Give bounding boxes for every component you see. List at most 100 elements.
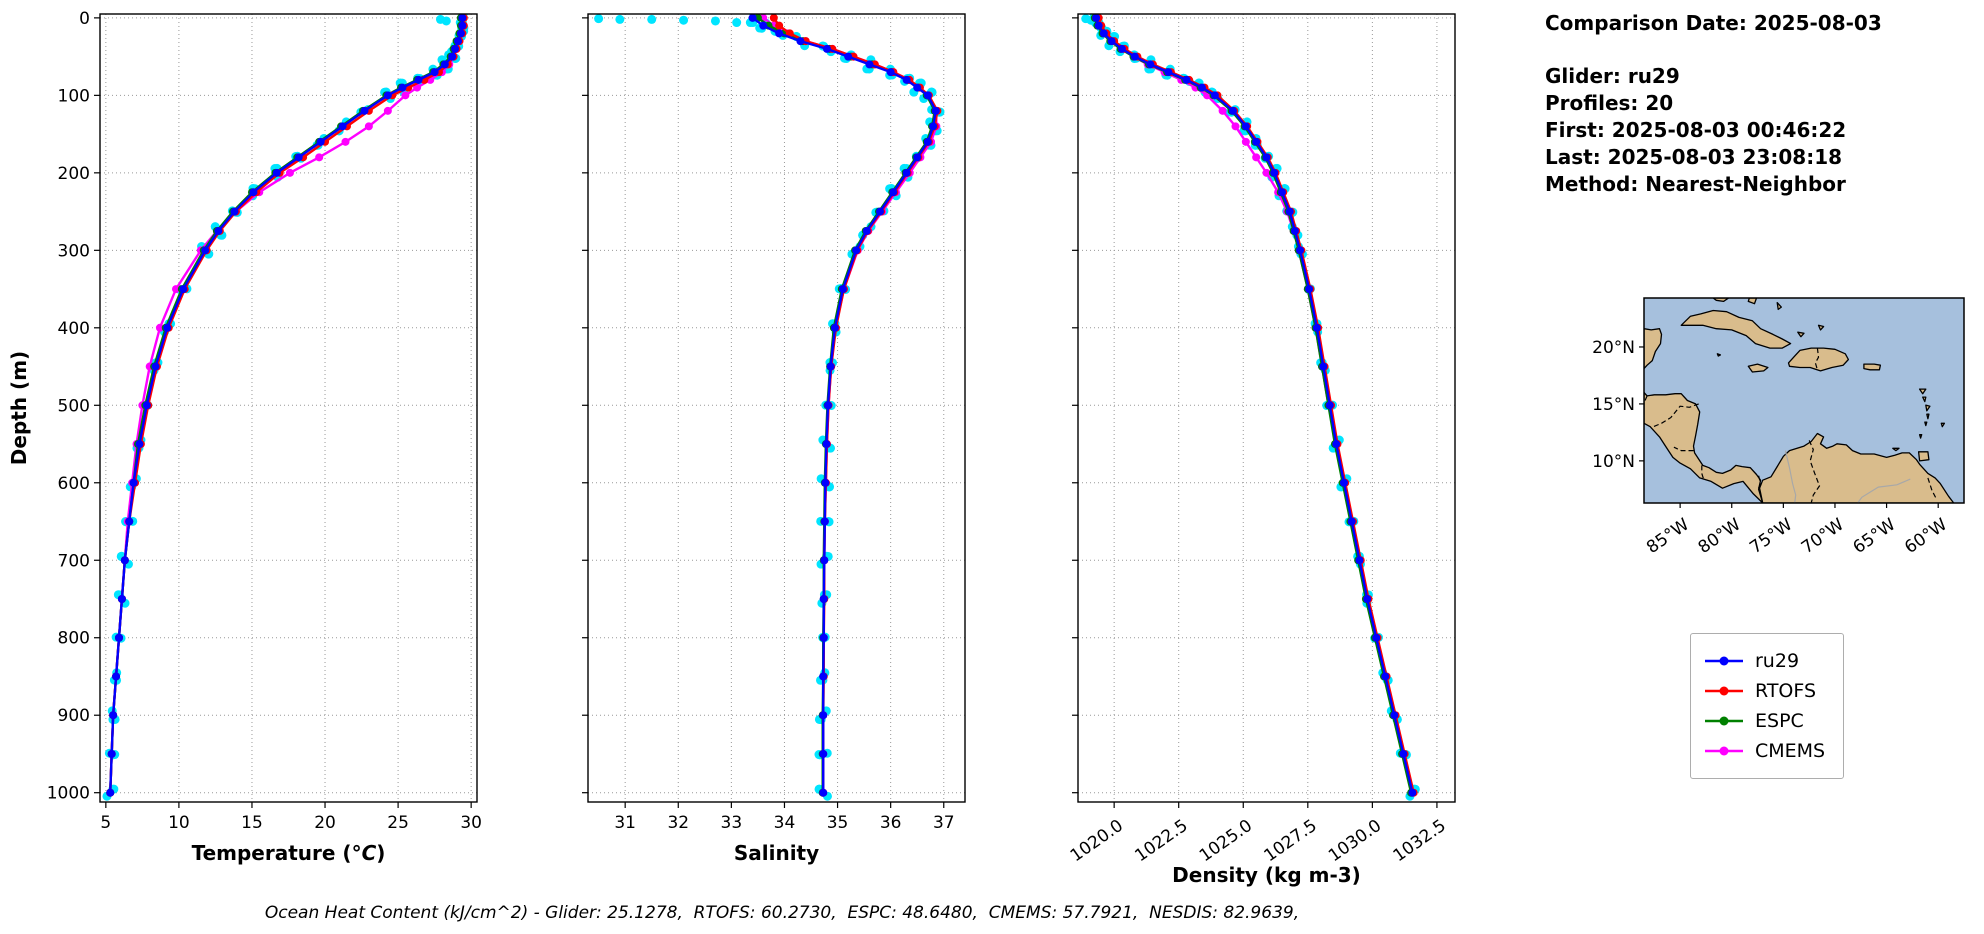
land-yucatan	[1644, 328, 1663, 370]
map-svg: 85°W 80°W 75°W 70°W 65°W 60°W 20°N 15°N 10°N	[1592, 297, 1965, 558]
country-border	[1644, 395, 1648, 404]
land-jamaica	[1747, 363, 1769, 373]
info-gap	[1545, 37, 1975, 63]
land-south-america	[1758, 432, 1955, 503]
land-turks	[1817, 324, 1825, 331]
legend-item-ru29: ru29	[1703, 650, 1825, 672]
svg-text:1027.5: 1027.5	[1260, 816, 1320, 867]
country-border	[1808, 440, 1821, 503]
country-border	[1701, 465, 1705, 481]
svg-text:80°W: 80°W	[1695, 515, 1745, 558]
density-profile-chart: 1020.0 1022.5 1025.0 1027.5 1030.0 1032.5 Dens…	[978, 0, 1498, 904]
svg-text:15°N: 15°N	[1592, 395, 1635, 415]
legend-item-cmems: CMEMS	[1703, 740, 1825, 762]
info-panel: Comparison Date: 2025-08-03 Glider: ru29…	[1545, 10, 1975, 198]
depth-axis-label: Depth (m)	[7, 351, 31, 465]
last-profile-text: Last: 2025-08-03 23:08:18	[1545, 145, 1843, 169]
svg-text:32: 32	[667, 813, 689, 833]
land-grand-cayman	[1716, 353, 1722, 357]
svg-text:100: 100	[58, 86, 90, 106]
legend-marker-icon	[1705, 686, 1743, 696]
country-border	[1756, 475, 1762, 491]
legend-label: ru29	[1755, 650, 1800, 672]
svg-text:65°W: 65°W	[1850, 515, 1900, 558]
legend-marker-icon	[1705, 656, 1743, 666]
land-martinique	[1925, 404, 1931, 412]
svg-text:15: 15	[241, 813, 263, 833]
svg-text:1000: 1000	[47, 784, 90, 804]
country-border	[1927, 477, 1937, 499]
legend-label: ESPC	[1755, 710, 1804, 732]
land-central-america	[1644, 391, 1764, 503]
land-barbados	[1940, 422, 1946, 428]
svg-text:70°W: 70°W	[1798, 515, 1848, 558]
temperature-data-layer	[102, 14, 469, 801]
salinity-profile-chart: 31 32 33 34 35 36 37 Salinity	[488, 0, 1008, 904]
temperature-axis-label: Temperature (°C)	[192, 841, 386, 865]
land-trinidad	[1917, 451, 1930, 462]
svg-text:85°W: 85°W	[1643, 515, 1693, 558]
first-profile-text: First: 2025-08-03 00:46:22	[1545, 118, 1847, 142]
method-text: Method: Nearest-Neighbor	[1545, 172, 1846, 196]
svg-text:300: 300	[58, 241, 90, 261]
legend-marker-icon	[1705, 716, 1743, 726]
svg-text:600: 600	[58, 474, 90, 494]
land-st-vincent	[1924, 421, 1928, 427]
legend-marker-icon	[1705, 746, 1743, 756]
svg-text:900: 900	[58, 706, 90, 726]
land-grenada	[1918, 434, 1923, 439]
river-line	[1857, 478, 1911, 503]
comparison-date-text: Comparison Date: 2025-08-03	[1545, 11, 1882, 35]
country-border	[1814, 348, 1820, 370]
legend-item-rtofs: RTOFS	[1703, 680, 1825, 702]
svg-text:35: 35	[827, 813, 849, 833]
svg-text:10: 10	[168, 813, 190, 833]
svg-text:1020.0: 1020.0	[1067, 816, 1127, 867]
svg-text:34: 34	[774, 813, 796, 833]
svg-text:1030.0: 1030.0	[1325, 816, 1385, 867]
svg-text:5: 5	[100, 813, 111, 833]
svg-text:10°N: 10°N	[1592, 452, 1635, 472]
glider-text: Glider: ru29	[1545, 64, 1680, 88]
svg-text:30: 30	[460, 813, 482, 833]
svg-text:400: 400	[58, 319, 90, 339]
density-axis-label: Density (kg m-3)	[1172, 863, 1361, 887]
svg-text:31: 31	[614, 813, 636, 833]
svg-text:500: 500	[58, 396, 90, 416]
land-great-inagua	[1797, 331, 1805, 338]
land-andros	[1747, 298, 1758, 305]
svg-text:20: 20	[314, 813, 336, 833]
svg-text:25: 25	[387, 813, 409, 833]
svg-text:75°W: 75°W	[1746, 515, 1796, 558]
svg-text:60°W: 60°W	[1901, 515, 1951, 558]
legend: ru29 RTOFS ESPC CMEMS	[1690, 633, 1845, 779]
land-st-lucia	[1926, 413, 1930, 420]
temperature-profile-chart: 5 10 15 20 25 30 0 100 200 300 400 500 600 700 800 900 1…	[0, 0, 520, 904]
country-border	[1653, 403, 1699, 428]
land-puerto-rico	[1863, 363, 1882, 371]
density-plot-svg: 1020.0 1022.5 1025.0 1027.5 1030.0 1032.5 Dens…	[1067, 13, 1456, 887]
svg-text:1025.0: 1025.0	[1196, 816, 1256, 867]
svg-text:0: 0	[79, 9, 90, 29]
svg-text:36: 36	[880, 813, 902, 833]
map-layers	[1644, 298, 1955, 503]
svg-text:200: 200	[58, 164, 90, 184]
svg-text:800: 800	[58, 629, 90, 649]
ocean-heat-content-caption: Ocean Heat Content (kJ/cm^2) - Glider: 2…	[264, 903, 1300, 923]
land-long-island-bahamas	[1776, 301, 1782, 311]
svg-text:33: 33	[721, 813, 743, 833]
salinity-axis-label: Salinity	[734, 841, 819, 865]
river-line	[1784, 450, 1797, 503]
country-border	[1673, 446, 1694, 452]
salinity-data-layer	[594, 14, 945, 801]
profiles-text: Profiles: 20	[1545, 91, 1674, 115]
density-data-layer	[1081, 14, 1420, 801]
temperature-plot-svg: 5 10 15 20 25 3001002003004005006007008009001…	[7, 9, 482, 865]
caribbean-map-inset: 85°W 80°W 75°W 70°W 65°W 60°W 20°N 15°N 10°N	[1576, 288, 1984, 567]
land-hispaniola	[1787, 347, 1850, 372]
land-cuba	[1680, 309, 1792, 349]
legend-item-espc: ESPC	[1703, 710, 1825, 732]
salinity-plot-svg: 31 32 33 34 35 36 37 Salinity	[582, 13, 966, 865]
svg-text:1022.5: 1022.5	[1131, 816, 1191, 867]
